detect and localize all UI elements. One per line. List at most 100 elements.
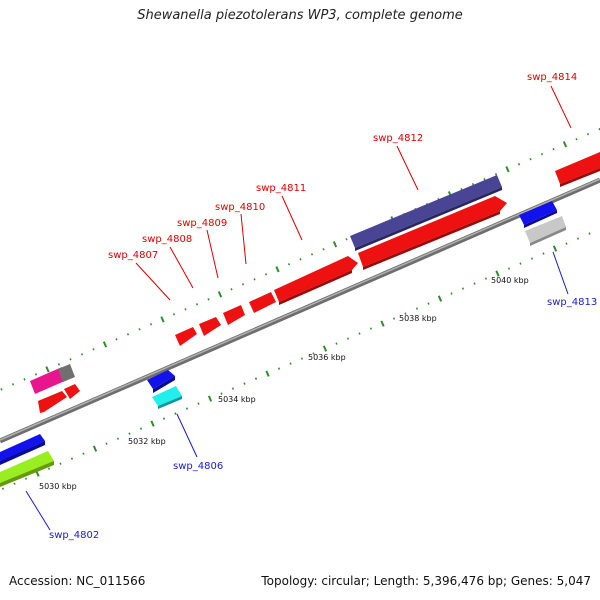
scale-tick bbox=[494, 173, 498, 176]
scale-tick bbox=[126, 333, 130, 336]
scale-tick bbox=[92, 348, 95, 351]
scale-tick bbox=[507, 267, 511, 270]
gene-purple-4812[interactable] bbox=[350, 175, 502, 248]
genome-backbone bbox=[0, 177, 600, 444]
scale-label-5036: 5036 kbp bbox=[308, 353, 346, 362]
gene-purple-4812-shade bbox=[355, 187, 502, 251]
scale-tick bbox=[437, 295, 443, 302]
scale-tick bbox=[92, 445, 98, 452]
scale-tick bbox=[138, 328, 141, 331]
gene-red-long[interactable] bbox=[358, 196, 507, 267]
label-swp-4807[interactable]: swp_4807 bbox=[108, 250, 158, 261]
gene-blue-4802-upper-shade bbox=[0, 441, 45, 465]
gene-blue-4813-shade bbox=[524, 210, 557, 228]
gene-red-4810[interactable] bbox=[249, 292, 276, 313]
scale-tick bbox=[13, 482, 16, 485]
accession-text: Accession: NC_011566 bbox=[9, 574, 146, 588]
scale-tick bbox=[231, 387, 235, 390]
label-swp-4802[interactable]: swp_4802 bbox=[49, 530, 99, 541]
gene-red-long-shade bbox=[363, 211, 500, 270]
scale-tick bbox=[540, 152, 544, 156]
gene-red-4808[interactable] bbox=[199, 317, 221, 336]
scale-tick bbox=[115, 338, 118, 341]
gene-red-4814[interactable] bbox=[555, 152, 600, 184]
gene-red-4807[interactable] bbox=[175, 327, 197, 346]
scale-tick bbox=[207, 395, 213, 402]
gene-blue-4806[interactable] bbox=[147, 370, 175, 389]
scale-tick bbox=[369, 327, 373, 330]
scale-tick bbox=[1, 487, 5, 490]
scale-tick bbox=[264, 273, 268, 276]
scale-tick bbox=[128, 432, 131, 435]
scale-tick bbox=[346, 337, 350, 340]
scale-tick bbox=[47, 467, 51, 470]
scale-tick bbox=[310, 253, 314, 256]
scale-tick bbox=[358, 332, 361, 335]
scale-tick bbox=[11, 383, 15, 386]
scale-tick bbox=[505, 166, 510, 173]
gene-green-4802-shade bbox=[0, 461, 54, 487]
label-swp-4811[interactable]: swp_4811 bbox=[256, 183, 306, 194]
gene-pink[interactable] bbox=[30, 367, 67, 394]
scale-tick bbox=[380, 320, 385, 327]
scale-labels: 5030 kbp 5032 kbp 5034 kbp 5036 kbp 5038… bbox=[39, 276, 529, 491]
label-swp-4814[interactable]: swp_4814 bbox=[527, 72, 577, 83]
gene-grey-4813[interactable] bbox=[525, 216, 566, 243]
scale-tick bbox=[345, 238, 348, 241]
gene-features bbox=[0, 152, 600, 487]
label-swp-4813[interactable]: swp_4813 bbox=[547, 297, 597, 308]
tick-rows bbox=[0, 127, 600, 490]
scale-tick bbox=[322, 345, 328, 352]
map-title: Shewanella piezotolerans WP3, complete g… bbox=[137, 8, 463, 23]
scale-tick bbox=[149, 323, 153, 326]
gene-red-small-1[interactable] bbox=[38, 391, 67, 413]
scale-label-5040: 5040 kbp bbox=[491, 276, 529, 285]
scale-tick bbox=[335, 342, 338, 345]
gene-blue-4806-shade bbox=[153, 376, 175, 393]
scale-tick bbox=[45, 366, 50, 373]
scale-tick bbox=[275, 266, 280, 273]
scale-tick bbox=[184, 308, 187, 311]
scale-tick bbox=[230, 288, 233, 291]
gene-green-4802[interactable] bbox=[0, 451, 54, 483]
scale-tick bbox=[241, 283, 245, 286]
label-swp-4808[interactable]: swp_4808 bbox=[142, 234, 192, 245]
gene-red-small-2[interactable] bbox=[64, 384, 80, 399]
scale-tick bbox=[207, 298, 210, 301]
scale-tick bbox=[254, 377, 258, 380]
scale-tick bbox=[404, 312, 407, 315]
scale-tick bbox=[34, 373, 38, 376]
gene-red-4814-shade bbox=[560, 168, 600, 187]
gene-grey[interactable] bbox=[58, 364, 75, 382]
scale-tick bbox=[392, 317, 396, 320]
scale-tick bbox=[562, 141, 568, 148]
label-swp-4810[interactable]: swp_4810 bbox=[215, 202, 265, 213]
scale-tick bbox=[243, 382, 246, 385]
scale-tick bbox=[217, 291, 223, 298]
gene-cyan-4806[interactable] bbox=[152, 386, 182, 406]
scale-tick bbox=[195, 303, 199, 306]
scale-tick bbox=[82, 452, 85, 455]
scale-tick bbox=[23, 378, 26, 381]
gene-red-4809[interactable] bbox=[223, 305, 245, 325]
scale-label-5032: 5032 kbp bbox=[128, 437, 166, 446]
scale-tick bbox=[517, 163, 521, 166]
gene-labels: swp_4802 swp_4806 swp_4807 swp_4808 swp_… bbox=[49, 72, 597, 541]
scale-tick bbox=[529, 157, 532, 161]
gene-blue-4813[interactable] bbox=[519, 201, 557, 225]
scale-tick bbox=[495, 270, 500, 277]
scale-tick bbox=[552, 147, 555, 151]
scale-tick bbox=[174, 412, 177, 415]
label-swp-4806[interactable]: swp_4806 bbox=[173, 461, 223, 472]
scale-tick bbox=[588, 232, 591, 235]
label-swp-4812[interactable]: swp_4812 bbox=[373, 133, 423, 144]
scale-tick bbox=[172, 313, 176, 316]
scale-tick bbox=[565, 242, 568, 245]
scale-tick bbox=[473, 282, 476, 285]
label-swp-4809[interactable]: swp_4809 bbox=[177, 218, 227, 229]
scale-tick bbox=[427, 302, 430, 305]
gene-red-4811[interactable] bbox=[274, 256, 358, 302]
scale-tick bbox=[552, 245, 558, 252]
gene-blue-4802-upper[interactable] bbox=[0, 434, 45, 461]
